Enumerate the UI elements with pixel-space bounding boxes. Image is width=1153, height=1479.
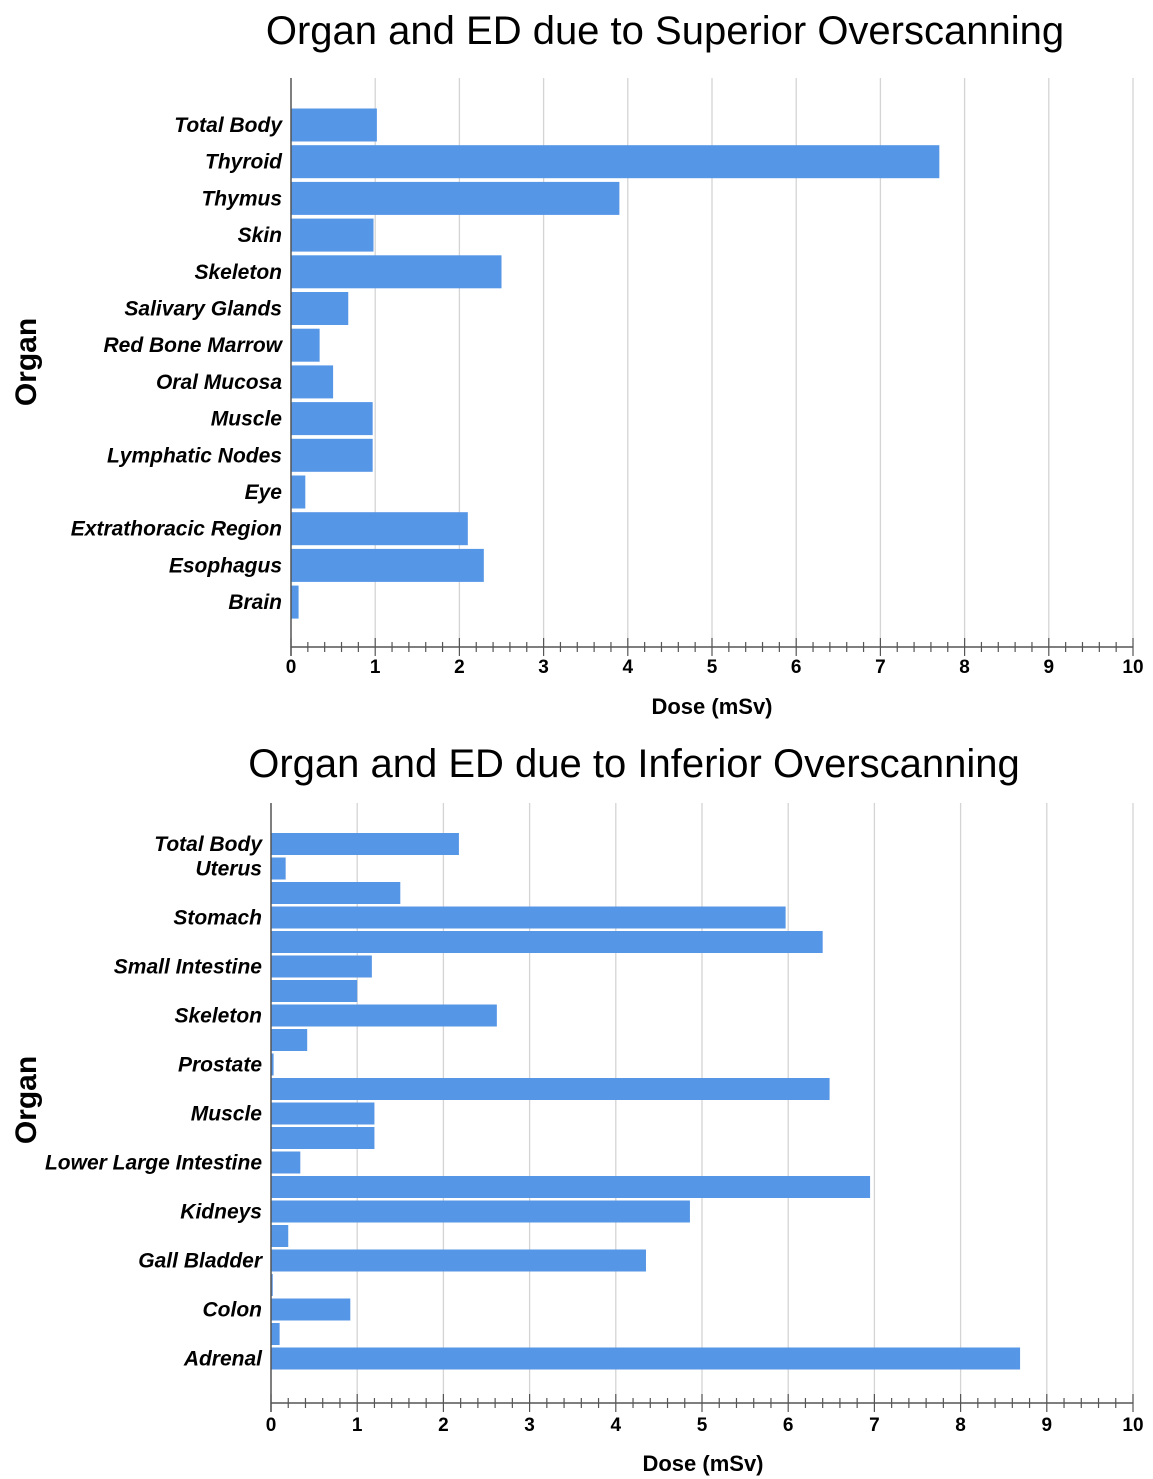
chart-1-x-axis-title: Dose (mSv) bbox=[651, 694, 772, 719]
chart-2-x-tick-label: 4 bbox=[611, 1415, 622, 1436]
chart-1-x-tick-label: 0 bbox=[286, 657, 297, 678]
chart-1-x-tick-label: 6 bbox=[791, 657, 802, 678]
chart-2-category-label: Muscle bbox=[191, 1103, 263, 1126]
chart-2-bar bbox=[271, 1200, 690, 1223]
chart-2-bar bbox=[271, 833, 459, 855]
chart-2-bar bbox=[271, 882, 401, 904]
chart-1-x-tick-label: 4 bbox=[623, 657, 634, 678]
chart-1-x-tick-label: 2 bbox=[454, 657, 465, 678]
chart-2-x-tick-label: 2 bbox=[438, 1415, 449, 1436]
chart-2-x-tick-label: 7 bbox=[869, 1415, 880, 1436]
chart-1-bar bbox=[291, 585, 299, 619]
chart-1-category-label: Skeleton bbox=[194, 261, 282, 284]
chart-2-category-label: Kidneys bbox=[180, 1201, 262, 1224]
chart-1-bar bbox=[291, 438, 373, 472]
chart-1-category-label: Muscle bbox=[211, 408, 283, 431]
chart-2-category-label: Total Body bbox=[154, 833, 263, 856]
chart-2-category-label: Stomach bbox=[173, 907, 262, 930]
chart-2-bar bbox=[271, 1078, 830, 1100]
chart-2-bar bbox=[271, 1225, 289, 1247]
chart-1-x-tick-label: 9 bbox=[1044, 657, 1055, 678]
chart-2-bar bbox=[271, 955, 372, 978]
chart-1-category-label: Skin bbox=[238, 224, 282, 247]
chart-2-bar bbox=[271, 1274, 273, 1296]
chart-2-category-label: Skeleton bbox=[174, 1005, 262, 1028]
chart-1-category-label: Total Body bbox=[174, 114, 283, 137]
chart-2-category-label: Adrenal bbox=[183, 1348, 263, 1371]
chart-1-category-label: Extrathoracic Region bbox=[71, 518, 282, 541]
chart-2-category-label: Colon bbox=[203, 1299, 262, 1322]
chart-2-category-label: Small Intestine bbox=[114, 956, 263, 979]
chart-2-x-tick-label: 1 bbox=[352, 1415, 363, 1436]
chart-2-bar bbox=[271, 1176, 871, 1198]
chart-2-x-axis-title: Dose (mSv) bbox=[642, 1451, 763, 1476]
chart-2-bar bbox=[271, 931, 823, 953]
chart-1-category-label: Brain bbox=[228, 591, 282, 614]
chart-1-title: Organ and ED due to Superior Overscannin… bbox=[266, 9, 1064, 53]
chart-2-category-label: Lower Large Intestine bbox=[45, 1152, 262, 1175]
chart-2-category-label: Prostate bbox=[178, 1054, 262, 1077]
chart-2-bar bbox=[271, 1004, 497, 1027]
chart-2-x-tick-label: 3 bbox=[524, 1415, 535, 1436]
chart-2-bar bbox=[271, 857, 286, 880]
chart-1-bar bbox=[291, 145, 940, 179]
chart-1-category-label: Thyroid bbox=[205, 151, 283, 174]
chart-1-category-label: Oral Mucosa bbox=[156, 371, 282, 394]
chart-2-bar bbox=[271, 980, 358, 1002]
chart-1-y-axis-title: Organ bbox=[10, 318, 43, 406]
chart-1-bar bbox=[291, 475, 306, 509]
chart-2-x-tick-label: 0 bbox=[266, 1415, 277, 1436]
chart-2-x-tick-label: 6 bbox=[783, 1415, 794, 1436]
chart-2-bar bbox=[271, 1323, 280, 1345]
chart-2-category-label: Gall Bladder bbox=[138, 1250, 264, 1273]
chart-1-bar bbox=[291, 218, 374, 252]
chart-2-x-tick-label: 8 bbox=[955, 1415, 966, 1436]
chart-2-bar bbox=[271, 1029, 308, 1051]
chart-1-bar bbox=[291, 328, 320, 362]
chart-2-bar bbox=[271, 1298, 351, 1321]
chart-1-bar bbox=[291, 365, 334, 399]
chart-1-category-label: Thymus bbox=[201, 187, 282, 210]
chart-2-y-axis-title: Organ bbox=[10, 1056, 43, 1144]
chart-1-bar bbox=[291, 512, 468, 546]
chart-1-bar bbox=[291, 255, 502, 289]
chart-2-bar bbox=[271, 1347, 1021, 1370]
chart-1-bar bbox=[291, 402, 373, 436]
chart-1-x-tick-label: 5 bbox=[707, 657, 718, 678]
chart-2-bar bbox=[271, 1127, 375, 1149]
chart-2-title: Organ and ED due to Inferior Overscannin… bbox=[248, 742, 1020, 786]
chart-1-x-tick-label: 10 bbox=[1122, 657, 1143, 678]
chart-2-x-tick-label: 10 bbox=[1122, 1415, 1143, 1436]
chart-1-x-tick-label: 3 bbox=[538, 657, 549, 678]
chart-1-category-label: Red Bone Marrow bbox=[103, 334, 283, 357]
chart-2-category-label: Uterus bbox=[195, 858, 262, 881]
chart-2-bar bbox=[271, 1102, 375, 1125]
chart-1-category-label: Lymphatic Nodes bbox=[107, 444, 282, 467]
chart-2-x-tick-label: 5 bbox=[697, 1415, 708, 1436]
chart-1-x-tick-label: 1 bbox=[370, 657, 381, 678]
chart-2-x-tick-label: 9 bbox=[1042, 1415, 1053, 1436]
chart-2-bar bbox=[271, 906, 786, 929]
chart-1-category-label: Esophagus bbox=[169, 554, 282, 577]
chart-2-bar bbox=[271, 1053, 274, 1076]
chart-2-bar bbox=[271, 1249, 646, 1272]
chart-1-x-tick-label: 8 bbox=[959, 657, 970, 678]
chart-1-bar bbox=[291, 548, 484, 582]
chart-1-x-tick-label: 7 bbox=[875, 657, 886, 678]
chart-1-bar bbox=[291, 292, 349, 325]
chart-1-bar bbox=[291, 181, 620, 215]
chart-1-bar bbox=[291, 108, 377, 142]
chart-2-bar bbox=[271, 1151, 301, 1174]
chart-1-category-label: Salivary Glands bbox=[124, 298, 282, 321]
chart-1-category-label: Eye bbox=[245, 481, 283, 504]
